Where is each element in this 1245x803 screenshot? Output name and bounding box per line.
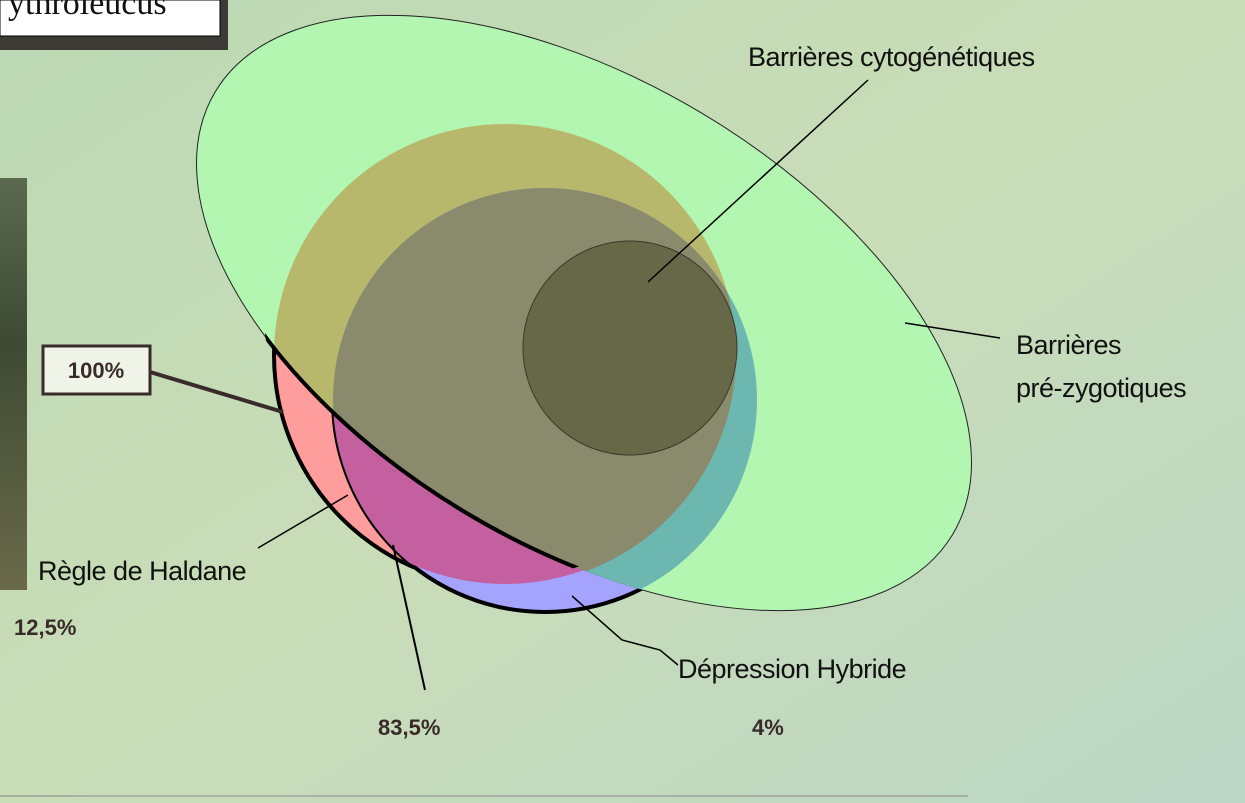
haldane-label: Règle de Haldane [38,556,246,586]
photo-strip [0,178,27,590]
hybrid-label: Dépression Hybride [678,654,906,684]
cytogenetic-label: Barrières cytogénétiques [748,42,1035,72]
hybrid-share: 4% [752,715,784,740]
caption: ythroleucus [8,0,167,22]
total-label: 100% [68,358,124,383]
prezygotic-label: Barrières [1016,330,1121,360]
cytogenetic-circle [523,241,737,455]
overlap-share: 83,5% [378,715,440,740]
slide: ythroleucus 100% Barrières cytogénétique… [0,0,1245,803]
prezygotic-label: pré-zygotiques [1016,373,1186,403]
haldane-share: 12,5% [14,615,76,640]
